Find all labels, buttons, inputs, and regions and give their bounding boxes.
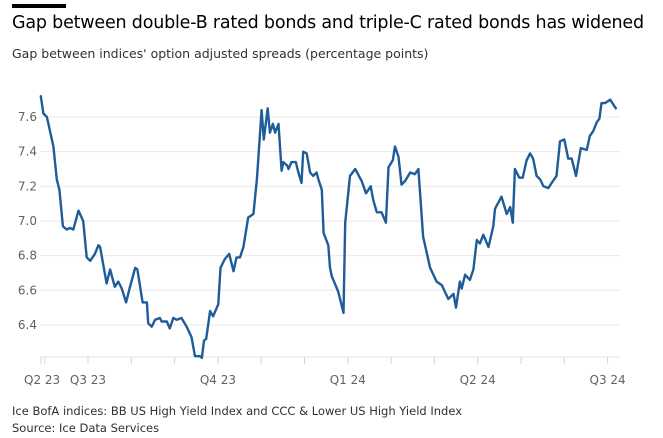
y-tick-label: 6.8 — [18, 249, 37, 263]
series-line — [39, 95, 617, 360]
source-note: Source: Ice Data Services — [12, 421, 160, 435]
x-axis: Q2 23 Q3 23 Q4 23 Q1 24 Q2 24 Q3 24 — [24, 356, 626, 387]
y-tick-label: 7.2 — [18, 179, 37, 193]
y-tick-label: 7.0 — [18, 214, 37, 228]
gridlines — [40, 116, 620, 326]
chart-subtitle: Gap between indices' option adjusted spr… — [12, 46, 429, 61]
y-tick-label: 7.6 — [18, 110, 37, 124]
y-axis: 6.4 6.6 6.8 7.0 7.2 7.4 7.6 — [18, 110, 37, 332]
x-tick-label: Q4 23 — [200, 373, 236, 387]
y-tick-label: 6.6 — [18, 283, 37, 297]
x-tick-label: Q1 24 — [330, 373, 366, 387]
chart-title: Gap between double-B rated bonds and tri… — [12, 13, 644, 33]
x-tick-label: Q3 23 — [70, 373, 106, 387]
brand-bar — [12, 4, 66, 8]
x-tick-label: Q2 23 — [24, 373, 60, 387]
x-tick-label: Q2 24 — [460, 373, 496, 387]
series-layer — [39, 95, 617, 360]
y-tick-label: 7.4 — [18, 145, 37, 159]
footnote: Ice BofA indices: BB US High Yield Index… — [12, 404, 462, 418]
x-tick-label: Q3 24 — [590, 373, 626, 387]
y-tick-label: 6.4 — [18, 318, 37, 332]
